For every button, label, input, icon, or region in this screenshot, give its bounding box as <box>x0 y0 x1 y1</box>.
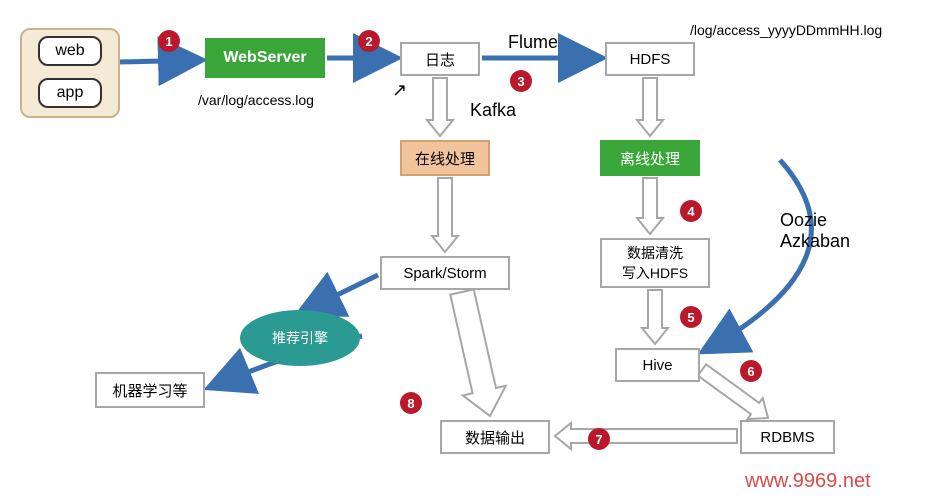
node-webserver: WebServer <box>205 38 325 78</box>
step-badge-8: 8 <box>400 392 422 414</box>
node-reco: 推荐引擎 <box>240 310 360 366</box>
node-hive: Hive <box>615 348 700 382</box>
node-web: web <box>38 36 102 66</box>
node-log: 日志 <box>400 42 480 76</box>
step-badge-5: 5 <box>680 306 702 328</box>
node-output: 数据输出 <box>440 420 550 454</box>
label-logpath2: /var/log/access.log <box>198 92 314 108</box>
node-ml: 机器学习等 <box>95 372 205 408</box>
label-watermark: www.9969.net <box>745 470 871 493</box>
node-hdfs: HDFS <box>605 42 695 76</box>
node-wash: 数据清洗 写入HDFS <box>600 238 710 288</box>
node-rdbms: RDBMS <box>740 420 835 454</box>
node-spark: Spark/Storm <box>380 256 510 290</box>
step-badge-3: 3 <box>510 70 532 92</box>
step-badge-7: 7 <box>588 428 610 450</box>
mouse-cursor: ↖ <box>392 80 407 101</box>
step-badge-4: 4 <box>680 200 702 222</box>
node-offline: 离线处理 <box>600 140 700 176</box>
label-kafka: Kafka <box>470 100 516 121</box>
step-badge-2: 2 <box>358 30 380 52</box>
node-app: app <box>38 78 102 108</box>
label-flume: Flume <box>508 32 558 53</box>
label-logpath1: /log/access_yyyyDDmmHH.log <box>690 22 882 38</box>
node-online: 在线处理 <box>400 140 490 176</box>
step-badge-1: 1 <box>158 30 180 52</box>
step-badge-6: 6 <box>740 360 762 382</box>
label-oozie: Oozie Azkaban <box>780 210 850 252</box>
